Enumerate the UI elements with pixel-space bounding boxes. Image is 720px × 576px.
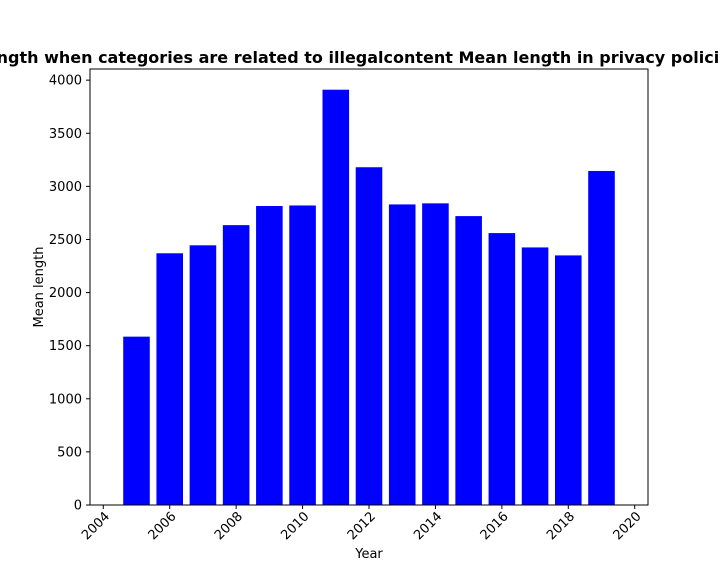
bar-2017	[521, 247, 549, 506]
bar-2016	[488, 233, 516, 505]
x-tick-label: 2014	[411, 509, 445, 543]
bar-2018	[555, 255, 582, 505]
x-axis-label: Year	[354, 547, 383, 562]
bar-2010	[289, 205, 316, 505]
chart-title: Mean length when categories are related …	[0, 48, 720, 67]
y-tick-label: 1500	[49, 339, 82, 354]
x-tick-label: 2004	[79, 509, 113, 543]
y-tick-label: 2000	[49, 286, 82, 301]
y-tick-label: 500	[57, 445, 82, 460]
bar-2006	[156, 253, 183, 505]
y-axis: 0 500 1000 1500 2000 2500 3000 3500 4000	[49, 74, 90, 514]
bar-2008	[222, 225, 250, 506]
x-tick-label: 2010	[278, 509, 312, 543]
x-tick-label: 2016	[478, 509, 512, 543]
bar-2007	[189, 245, 217, 505]
y-tick-label: 1000	[49, 392, 82, 407]
y-tick-label: 4000	[49, 74, 82, 89]
bar-2019	[588, 170, 615, 506]
y-tick-label: 2500	[49, 233, 82, 248]
x-tick-label: 2020	[611, 509, 645, 543]
y-axis-label: Mean length	[32, 247, 47, 328]
bar-2015	[455, 216, 482, 506]
y-tick-label: 3000	[49, 180, 82, 195]
x-axis: 2004 2006 2008 2010 2012 2014 2016 2018 2020	[79, 505, 645, 543]
x-tick-label: 2012	[345, 509, 379, 543]
bar-2014	[422, 203, 449, 505]
x-tick-label: 2006	[146, 509, 180, 543]
bar-2011	[322, 89, 350, 505]
bar-2009	[256, 206, 283, 505]
y-tick-label: 3500	[49, 127, 82, 142]
x-tick-label: 2018	[544, 509, 578, 543]
bar-2012	[355, 167, 383, 506]
bar-2005	[123, 336, 150, 505]
x-tick-label: 2008	[212, 509, 246, 543]
bar-2013	[388, 204, 416, 505]
y-tick-label: 0	[74, 499, 82, 514]
bars-group	[123, 89, 615, 506]
